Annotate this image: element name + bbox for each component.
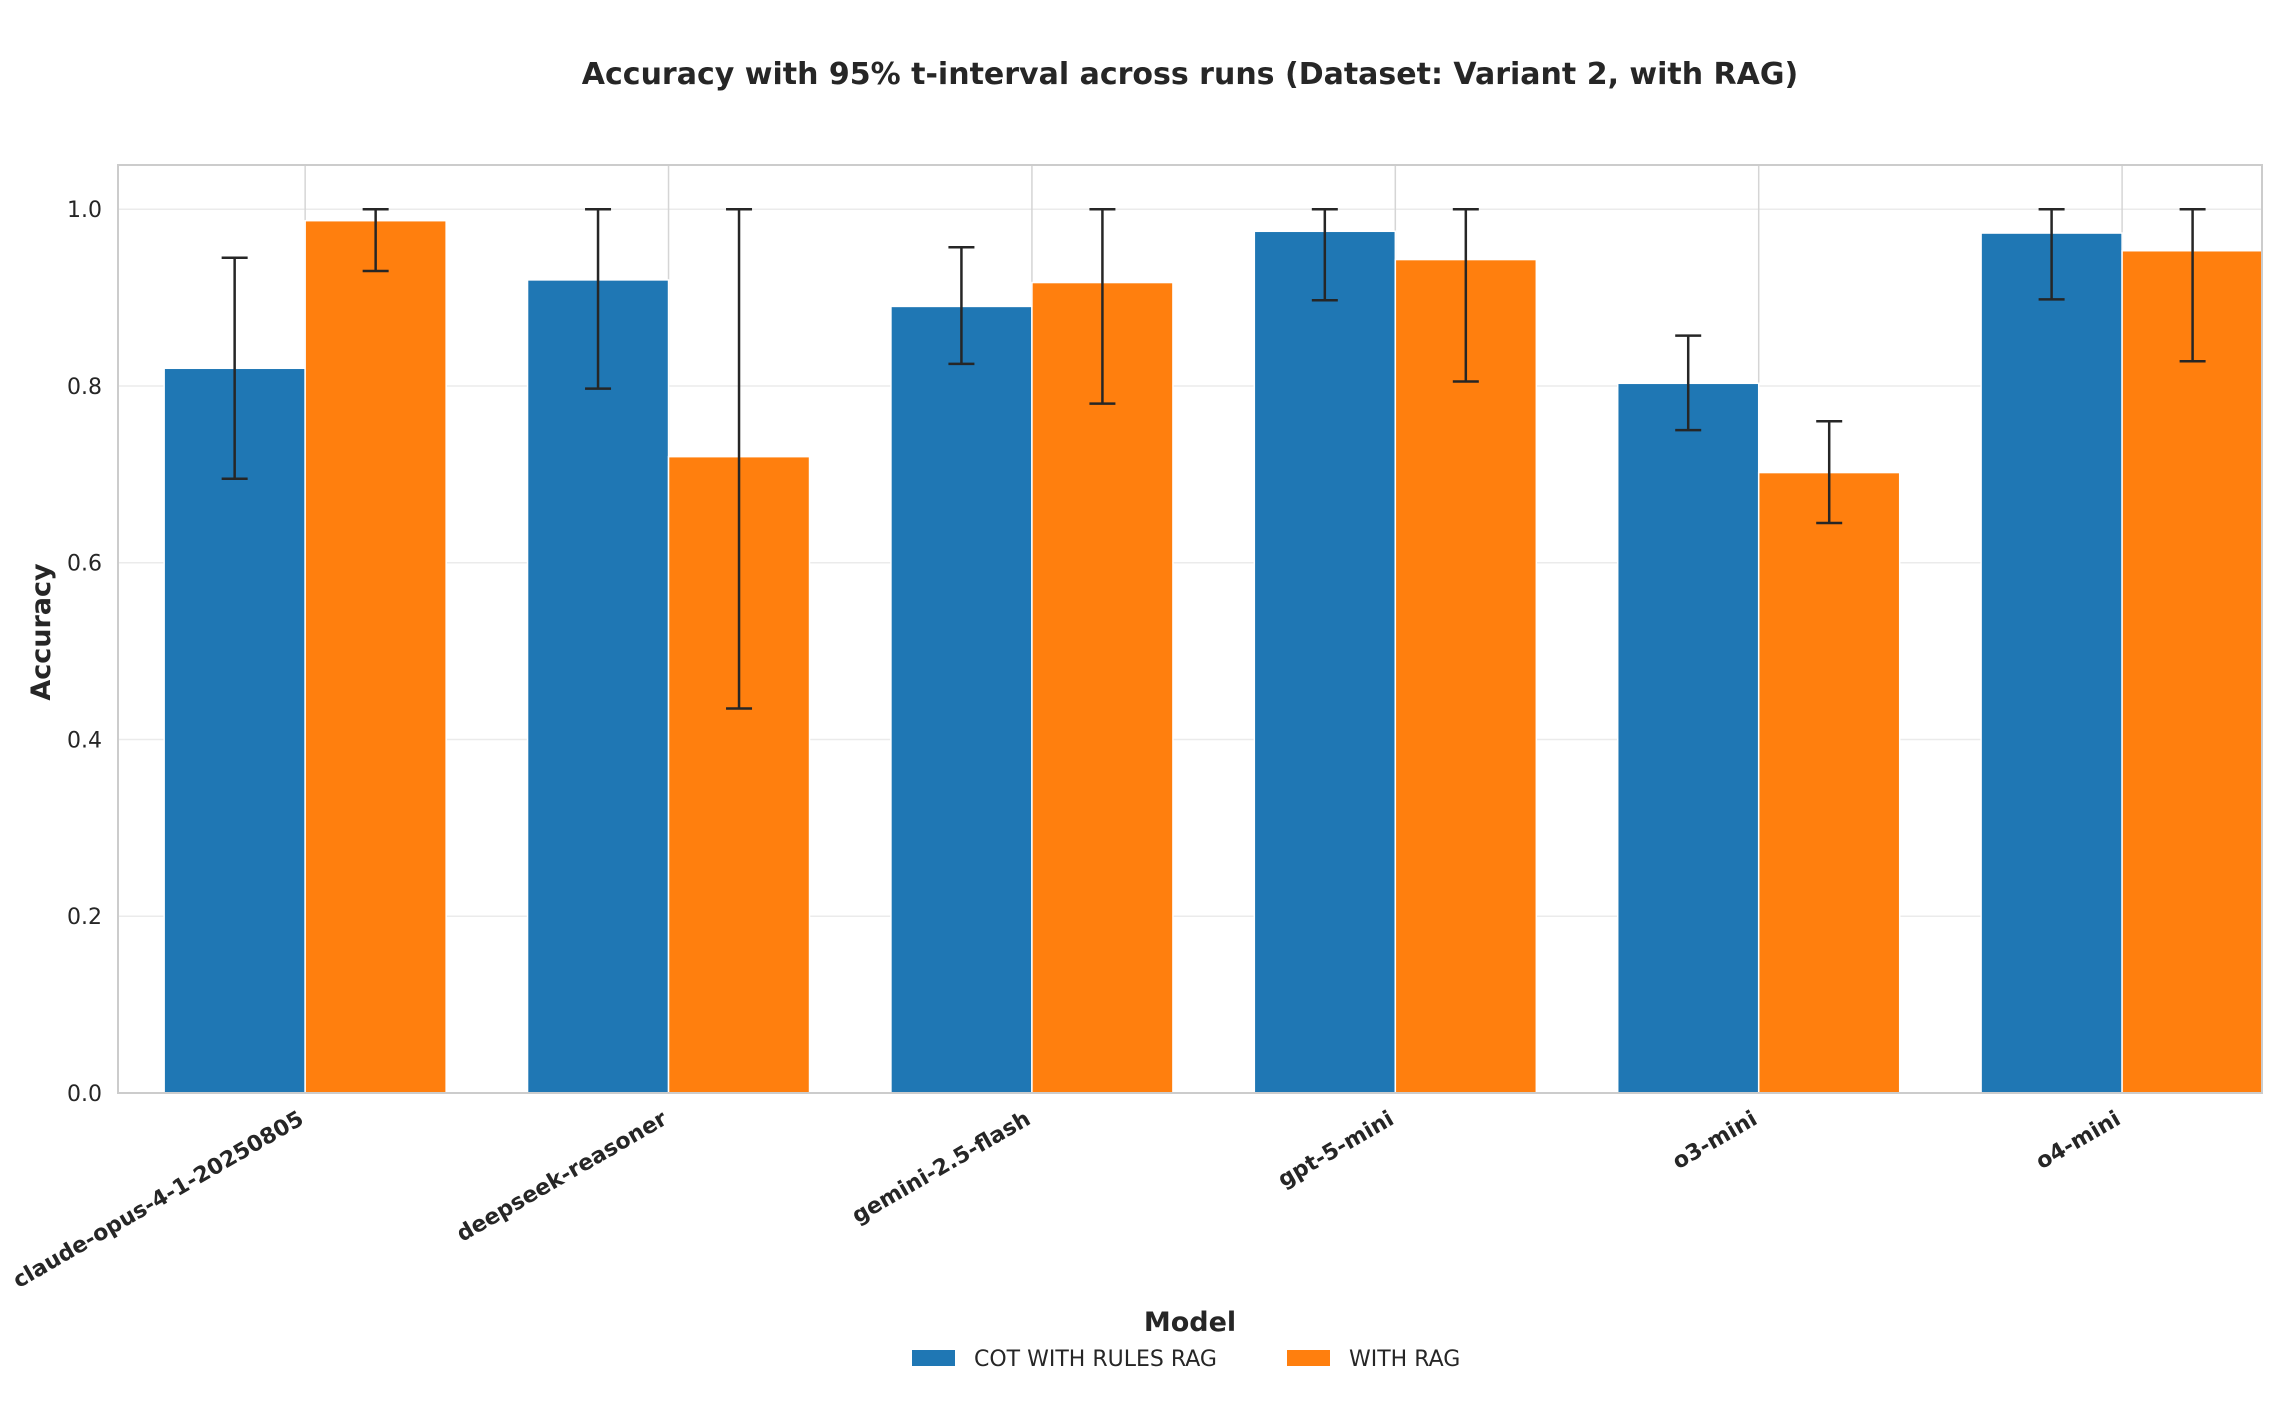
chart-title: Accuracy with 95% t-interval across runs… [582,57,1798,92]
y-tick-label: 0.8 [67,375,102,400]
bar-cot-with-rules-rag-deepseek-reasoner [526,279,670,1094]
plot-frame [117,164,2263,1094]
x-tick-label-gpt-5-mini: gpt-5-mini [1274,1107,1398,1193]
bar-with-rag-o3-mini [1757,471,1901,1094]
y-tick-label: 0.4 [67,728,102,753]
plot-background [118,165,2262,1093]
x-tick-label-o3-mini: o3-mini [1668,1107,1761,1175]
bar-with-rag-o4-mini [2121,249,2264,1094]
legend: Model COT WITH RULES RAG WITH RAG [912,1307,1460,1372]
legend-title: Model [1144,1307,1236,1338]
bar-with-rag-gpt-5-mini [1394,258,1538,1094]
bar-cot-with-rules-rag-o3-mini [1616,382,1760,1094]
x-tick-label-deepseek-reasoner: deepseek-reasoner [453,1106,672,1247]
legend-swatch-with-rag [1287,1350,1330,1366]
bar-with-rag-gemini-2.5-flash [1031,281,1174,1094]
y-tick-label: 0.2 [67,905,102,930]
x-tick-label-claude-opus-4-1-20250805: claude-opus-4-1-20250805 [9,1107,308,1294]
plot-area: 0.0 0.2 0.4 0.6 0.8 1.0 claude-opus-4-1-202508… [9,164,2264,1294]
bar-cot-with-rules-rag-claude-opus-4-1-20250805 [163,367,306,1094]
bar-cot-with-rules-rag-gpt-5-mini [1253,230,1397,1094]
bar-cot-with-rules-rag-gemini-2.5-flash [890,305,1033,1094]
y-tick-label: 1.0 [67,198,102,223]
legend-label-cot-with-rules-rag: COT WITH RULES RAG [974,1347,1217,1372]
x-tick-label-o4-mini: o4-mini [2032,1107,2125,1175]
y-tick-label: 0.0 [67,1082,102,1107]
x-tick-label-gemini-2.5-flash: gemini-2.5-flash [848,1107,1035,1229]
legend-swatch-cot-with-rules-rag [912,1350,955,1366]
bar-cot-with-rules-rag-o4-mini [1980,232,2123,1094]
bar-with-rag-claude-opus-4-1-20250805 [304,219,447,1094]
y-axis-label: Accuracy [26,563,57,701]
legend-label-with-rag: WITH RAG [1349,1347,1460,1372]
y-tick-label: 0.6 [67,552,102,577]
